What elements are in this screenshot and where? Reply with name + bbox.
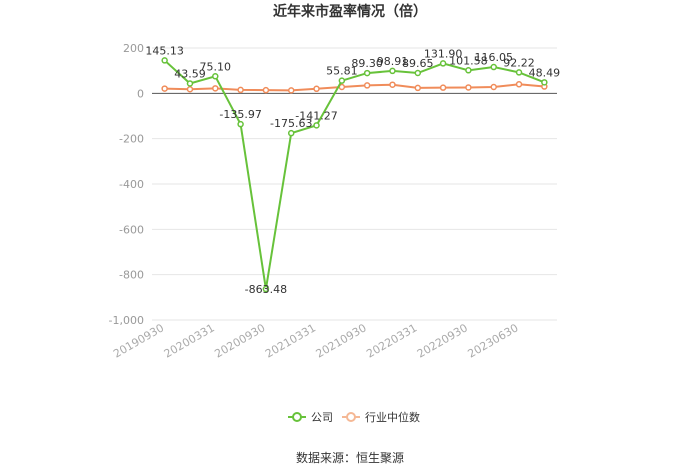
industry-point[interactable]: [363, 82, 371, 89]
company-data-label: 89.30: [351, 57, 383, 70]
series-group: [161, 57, 548, 293]
company-series-line: [163, 59, 545, 290]
company-point[interactable]: [338, 77, 346, 84]
company-point[interactable]: [465, 67, 472, 74]
company-point[interactable]: [262, 285, 270, 293]
company-point[interactable]: [186, 80, 194, 87]
x-tick-label: 20220930: [415, 321, 470, 360]
company-point[interactable]: [237, 120, 244, 128]
y-tick-label: -800: [119, 269, 144, 282]
company-point[interactable]: [490, 63, 497, 71]
legend-industry-label: 行业中位数: [365, 410, 420, 424]
y-tick-label: -400: [119, 178, 144, 191]
industry-point[interactable]: [439, 84, 447, 91]
y-tick-label: -1,000: [109, 314, 144, 327]
chart-title: 近年来市盈率情况（倍）: [273, 3, 427, 20]
industry-point[interactable]: [414, 84, 422, 92]
industry-point[interactable]: [287, 87, 295, 94]
x-tick-label: 20210331: [263, 321, 318, 360]
company-data-label: 89.65: [402, 57, 434, 70]
legend-industry-marker: [346, 412, 356, 422]
company-point[interactable]: [389, 67, 396, 75]
x-axis-ticks: 2019093020200331202009302021033120210930…: [111, 321, 520, 360]
y-tick-label: -600: [119, 223, 144, 236]
industry-series-line: [164, 83, 545, 92]
company-data-label: 145.13: [145, 44, 184, 57]
y-tick-label: -200: [119, 133, 144, 146]
industry-point[interactable]: [186, 86, 194, 93]
company-point[interactable]: [212, 73, 219, 80]
company-data-label: 131.90: [424, 47, 463, 60]
industry-point[interactable]: [490, 83, 497, 91]
company-point[interactable]: [515, 69, 523, 76]
legend-company-marker: [292, 412, 302, 422]
industry-point[interactable]: [161, 85, 168, 92]
company-data-label: -135.97: [219, 108, 261, 121]
company-data-label: 75.10: [200, 60, 232, 73]
x-tick-label: 20230630: [466, 321, 521, 360]
company-data-label: 55.81: [326, 65, 358, 78]
industry-point[interactable]: [515, 81, 523, 88]
legend[interactable]: 公司 行业中位数: [288, 410, 420, 424]
company-point[interactable]: [363, 69, 371, 77]
company-data-label: 101.58: [449, 54, 488, 67]
company-data-label: 98.91: [377, 55, 409, 68]
grid-lines: [152, 47, 557, 321]
company-data-label: 92.22: [503, 56, 535, 69]
company-point[interactable]: [287, 129, 295, 137]
x-tick-label: 20190930: [111, 321, 166, 360]
x-tick-label: 20200331: [162, 321, 217, 360]
y-tick-label: 0: [137, 87, 144, 100]
industry-point[interactable]: [389, 81, 396, 88]
legend-company-label: 公司: [311, 411, 333, 424]
company-point[interactable]: [414, 69, 422, 77]
industry-point[interactable]: [212, 85, 219, 92]
industry-point[interactable]: [262, 86, 270, 94]
company-point[interactable]: [439, 60, 447, 67]
company-point[interactable]: [161, 57, 168, 64]
data-source: 数据来源：恒生聚源: [296, 450, 404, 465]
industry-point[interactable]: [465, 84, 472, 91]
x-tick-label: 20210930: [314, 321, 369, 360]
company-data-label: -175.63: [270, 117, 312, 130]
company-point[interactable]: [313, 122, 320, 129]
x-tick-label: 20200930: [212, 321, 267, 360]
company-data-label: 43.59: [174, 67, 206, 80]
x-tick-label: 20220331: [364, 321, 419, 360]
company-data-label: 116.05: [474, 51, 513, 64]
company-point[interactable]: [541, 79, 548, 86]
company-data-label: 48.49: [529, 66, 561, 79]
y-axis-ticks: 200 0 -200 -400 -600 -800 -1,000: [109, 42, 144, 327]
company-data-label: -863.48: [245, 283, 287, 296]
industry-point[interactable]: [237, 86, 244, 94]
industry-point[interactable]: [313, 85, 320, 93]
company-data-label: -141.27: [295, 109, 337, 122]
y-tick-label: 200: [123, 42, 144, 55]
